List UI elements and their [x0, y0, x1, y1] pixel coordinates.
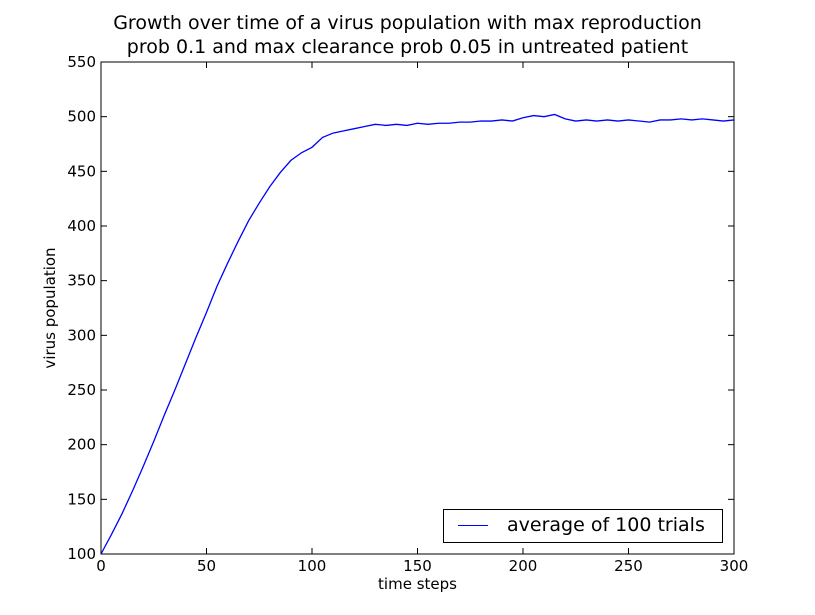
y-tick-label: 300 [67, 326, 96, 344]
chart-title-line-2: prob 0.1 and max clearance prob 0.05 in … [126, 36, 689, 58]
x-tick-label: 300 [720, 557, 749, 575]
y-axis-label: virus population [41, 247, 59, 368]
x-tick-label: 0 [96, 557, 106, 575]
series-line-0 [100, 113, 735, 555]
y-tick-label: 500 [67, 108, 96, 126]
y-tick-label: 550 [67, 53, 96, 71]
chart-title-line-1: Growth over time of a virus population w… [113, 12, 702, 34]
x-tick-label: 250 [614, 557, 643, 575]
x-axis-label: time steps [378, 575, 457, 593]
y-tick-label: 250 [67, 381, 96, 399]
y-tick-label: 100 [67, 545, 96, 563]
x-tick-label: 50 [197, 557, 216, 575]
legend-line-swatch [458, 525, 488, 526]
plot-area-frame [100, 61, 735, 555]
x-tick-label: 100 [298, 557, 327, 575]
x-tick-label: 200 [509, 557, 538, 575]
x-tick-label: 150 [403, 557, 432, 575]
y-tick-label: 350 [67, 272, 96, 290]
chart-legend: average of 100 trials [443, 509, 723, 543]
legend-label: average of 100 trials [507, 514, 705, 536]
y-tick-label: 150 [67, 490, 96, 508]
y-tick-label: 450 [67, 162, 96, 180]
y-tick-label: 400 [67, 217, 96, 235]
y-tick-label: 200 [67, 436, 96, 454]
